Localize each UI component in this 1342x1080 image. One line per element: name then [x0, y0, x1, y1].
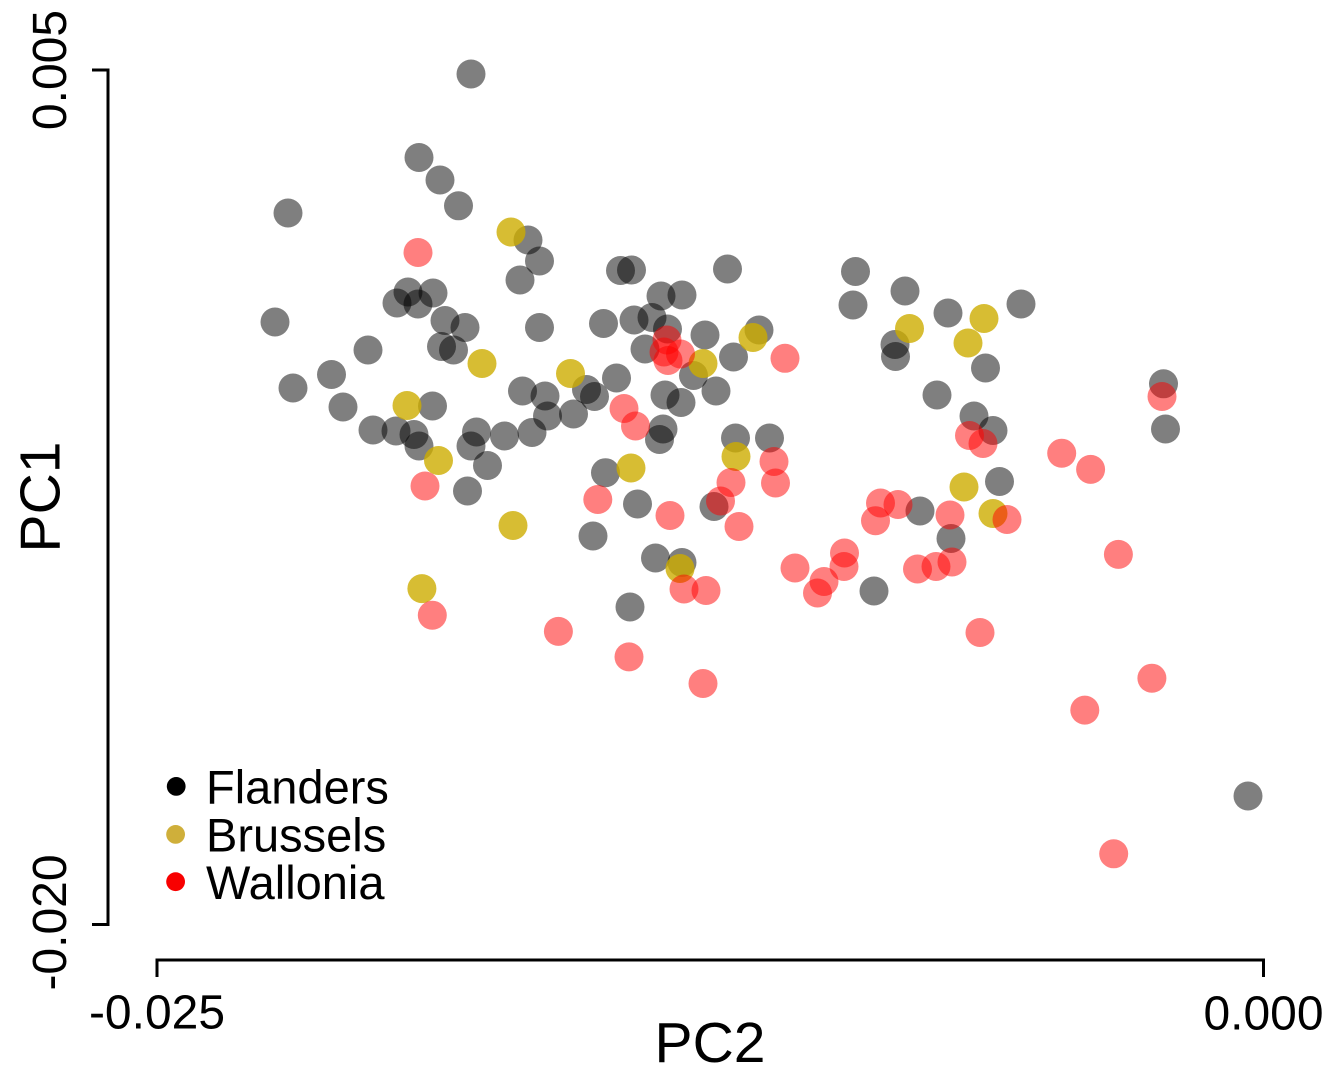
svg-text:-0.025: -0.025 — [89, 987, 225, 1040]
svg-text:Brussels: Brussels — [206, 808, 386, 861]
svg-text:Wallonia: Wallonia — [206, 856, 385, 909]
svg-text:0.000: 0.000 — [1203, 988, 1323, 1041]
svg-text:-0.020: -0.020 — [24, 854, 77, 990]
svg-text:PC1: PC1 — [9, 442, 73, 553]
svg-text:PC2: PC2 — [655, 1011, 766, 1075]
svg-text:Flanders: Flanders — [206, 760, 389, 813]
svg-text:0.005: 0.005 — [24, 10, 77, 130]
